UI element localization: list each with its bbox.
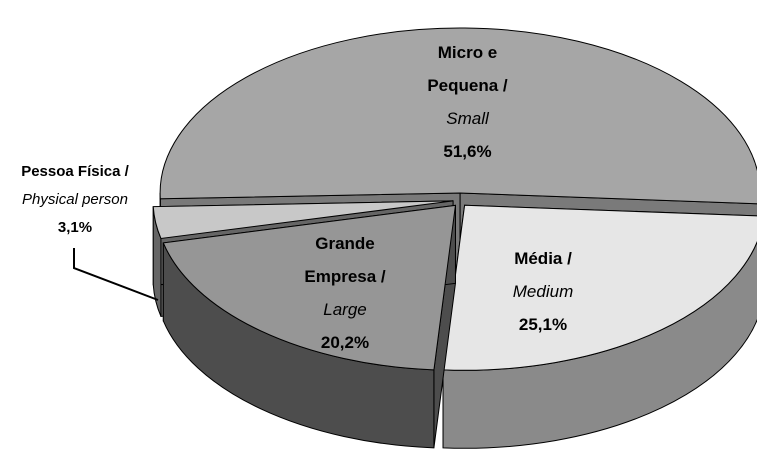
- subcategory-label: Large: [323, 300, 367, 319]
- slice: [442, 204, 757, 371]
- leader-line: [73, 248, 159, 301]
- subcategory-label: Physical person: [22, 191, 128, 208]
- subcategory-label: Medium: [512, 282, 574, 301]
- slice: [152, 200, 454, 240]
- slice-label: Micro e Pequena / Small 51,6%: [405, 36, 530, 168]
- category-label: Pessoa Física /: [21, 163, 129, 180]
- slice-label: Pessoa Física / Physical person 3,1%: [0, 158, 150, 242]
- category-label: Média /: [514, 249, 572, 268]
- slice: [159, 27, 757, 205]
- slice-label: Média / Medium 25,1%: [483, 242, 603, 341]
- value-label: 25,1%: [518, 315, 568, 334]
- value-label: 20,2%: [320, 333, 370, 352]
- category-label: Micro e Pequena /: [427, 43, 508, 95]
- value-label: 51,6%: [443, 142, 492, 161]
- slice-label: Grande Empresa / Large 20,2%: [290, 227, 400, 359]
- slice: [162, 204, 457, 371]
- category-label: Grande Empresa /: [304, 234, 386, 286]
- subcategory-label: Small: [446, 109, 489, 128]
- value-label: 3,1%: [57, 219, 93, 236]
